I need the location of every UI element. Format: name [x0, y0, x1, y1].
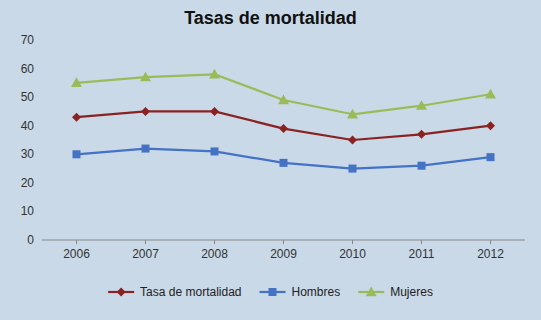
point — [73, 150, 81, 158]
point — [140, 72, 151, 82]
legend-label: Mujeres — [390, 285, 433, 299]
point — [416, 100, 427, 110]
point — [278, 95, 289, 105]
y-tick-label: 10 — [21, 204, 35, 218]
point — [211, 147, 219, 155]
legend-item: Mujeres — [358, 285, 433, 299]
point — [279, 124, 288, 133]
legend-marker — [269, 288, 277, 296]
x-tick-label: 2007 — [132, 247, 159, 261]
x-axis: 2006 2007 2008 2009 2010 2011 2012 — [42, 240, 525, 261]
legend: Tasa de mortalidad Hombres Mujeres — [108, 285, 433, 299]
x-tick-label: 2008 — [201, 247, 228, 261]
point — [487, 153, 495, 161]
point — [280, 159, 288, 167]
title: Tasas de mortalidad — [184, 8, 357, 28]
x-tick — [490, 240, 491, 244]
x-tick — [421, 240, 422, 244]
legend-marker — [366, 287, 377, 297]
series-line — [77, 149, 491, 169]
point — [141, 107, 150, 116]
series-line — [77, 111, 491, 140]
legend-item: Tasa de mortalidad — [108, 285, 241, 299]
x-tick-label: 2011 — [409, 247, 435, 261]
x-tick — [352, 240, 353, 244]
x-tick-label: 2012 — [477, 247, 504, 261]
legend-label: Hombres — [292, 285, 341, 299]
point — [142, 145, 150, 153]
y-tick-label: 70 — [21, 33, 35, 47]
x-tick — [76, 240, 77, 244]
point — [486, 121, 495, 130]
chart: Tasas de mortalidad010203040506070200620… — [0, 0, 541, 320]
y-tick-label: 60 — [21, 62, 35, 76]
x-tick-label: 2010 — [339, 247, 366, 261]
series-line — [77, 74, 491, 114]
y-tick-label: 40 — [21, 119, 35, 133]
point — [72, 113, 81, 122]
point — [348, 136, 357, 145]
legend-item: Hombres — [260, 285, 341, 299]
point — [349, 165, 357, 173]
legend-marker — [117, 288, 126, 297]
point — [417, 130, 426, 139]
x-tick-label: 2009 — [270, 247, 297, 261]
x-tick — [145, 240, 146, 244]
point — [71, 77, 82, 87]
y-tick-label: 0 — [27, 233, 34, 247]
legend-label: Tasa de mortalidad — [140, 285, 241, 299]
plot-area — [71, 69, 496, 173]
point — [210, 107, 219, 116]
point — [209, 69, 220, 79]
y-tick-label: 20 — [21, 176, 35, 190]
y-tick-label: 50 — [21, 90, 35, 104]
x-tick-label: 2006 — [63, 247, 90, 261]
x-tick — [214, 240, 215, 244]
point — [347, 109, 358, 119]
x-tick — [283, 240, 284, 244]
series — [72, 107, 495, 145]
y-axis: 0 10 20 30 40 50 60 70 — [21, 33, 35, 247]
series — [71, 69, 496, 119]
point — [485, 89, 496, 99]
point — [418, 162, 426, 170]
y-tick-label: 30 — [21, 147, 35, 161]
series — [73, 145, 495, 173]
